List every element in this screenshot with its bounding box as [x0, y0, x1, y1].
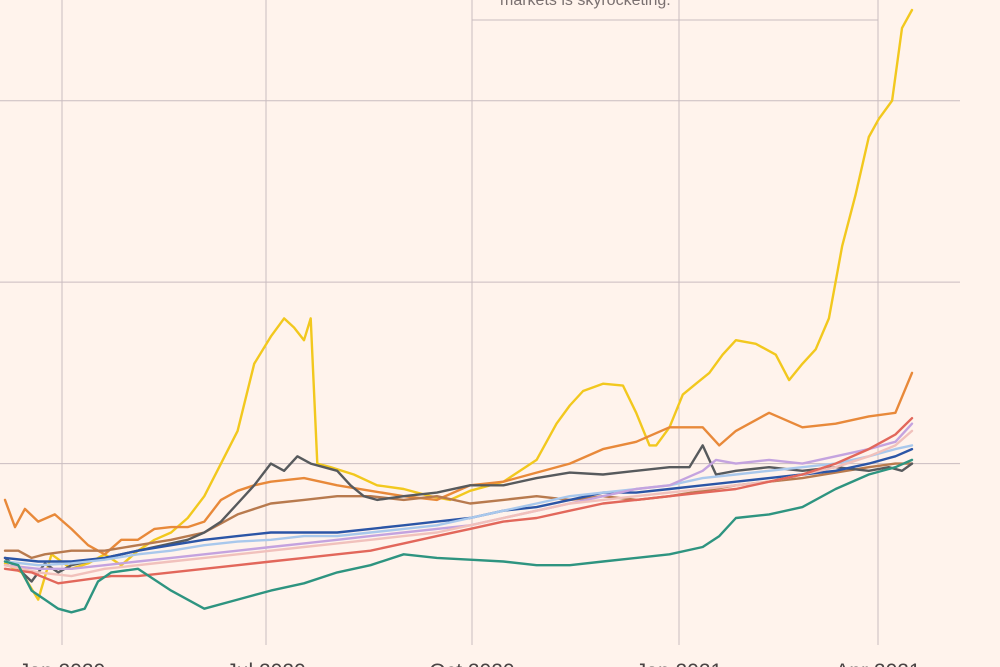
annotation-text: markets is skyrocketing.: [500, 0, 671, 9]
series-line-9: [3, 417, 914, 585]
x-tick-label: Oct 2020: [429, 660, 514, 667]
annotation-box: markets is skyrocketing.: [472, 0, 878, 21]
series-line-6: [3, 444, 914, 567]
x-tick-label: Jan 2020: [19, 660, 105, 667]
grid-layer: [0, 0, 960, 645]
x-tick-labels: Jan 2020 Jul 2020 Oct 2020 Jan 2021 Apr 2021: [19, 660, 921, 667]
series-line-10: [3, 458, 914, 614]
series-line-2: [3, 371, 914, 556]
series-layer: [3, 8, 914, 614]
x-tick-label: Jan 2021: [636, 660, 722, 667]
x-tick-label: Jul 2020: [226, 660, 305, 667]
x-tick-label: Apr 2021: [835, 660, 920, 667]
